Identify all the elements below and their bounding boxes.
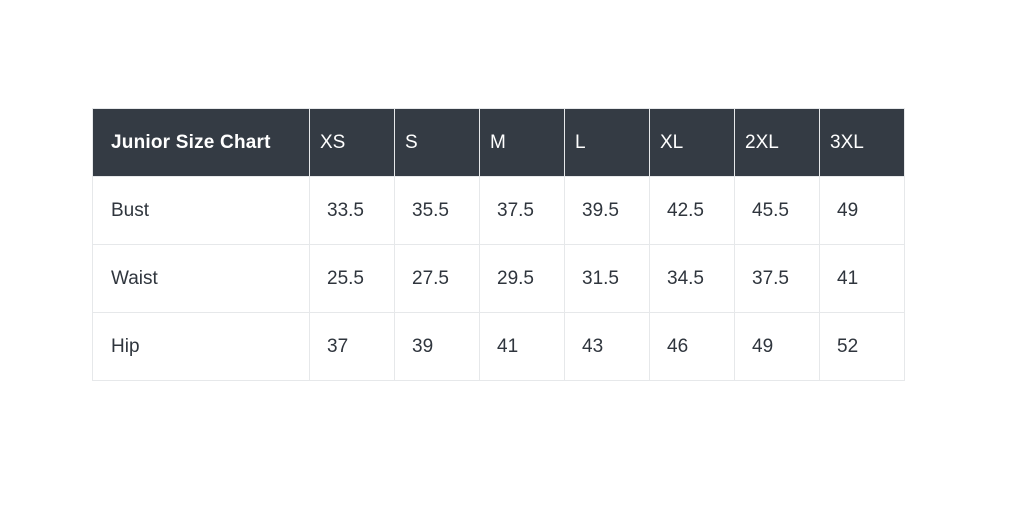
cell-waist-m: 29.5 bbox=[479, 244, 565, 313]
column-header-s: S bbox=[394, 108, 480, 177]
column-header-2xl: 2XL bbox=[734, 108, 820, 177]
column-header-m: M bbox=[479, 108, 565, 177]
cell-hip-2xl: 49 bbox=[734, 312, 820, 381]
table-row-waist: Waist 25.5 27.5 29.5 31.5 34.5 37.5 41 bbox=[92, 244, 905, 313]
cell-bust-xl: 42.5 bbox=[649, 176, 735, 245]
row-label-bust: Bust bbox=[92, 176, 310, 245]
table-row-bust: Bust 33.5 35.5 37.5 39.5 42.5 45.5 49 bbox=[92, 176, 905, 245]
header-row: Junior Size Chart XS S M L XL 2XL 3XL bbox=[92, 108, 905, 177]
cell-hip-l: 43 bbox=[564, 312, 650, 381]
cell-bust-m: 37.5 bbox=[479, 176, 565, 245]
cell-hip-s: 39 bbox=[394, 312, 480, 381]
row-label-hip: Hip bbox=[92, 312, 310, 381]
size-chart-title: Junior Size Chart bbox=[92, 108, 310, 177]
cell-waist-s: 27.5 bbox=[394, 244, 480, 313]
cell-hip-xl: 46 bbox=[649, 312, 735, 381]
cell-hip-3xl: 52 bbox=[819, 312, 905, 381]
cell-waist-xl: 34.5 bbox=[649, 244, 735, 313]
row-label-waist: Waist bbox=[92, 244, 310, 313]
size-chart-table: Junior Size Chart XS S M L XL 2XL 3XL Bu… bbox=[92, 108, 905, 381]
cell-hip-xs: 37 bbox=[309, 312, 395, 381]
cell-bust-xs: 33.5 bbox=[309, 176, 395, 245]
cell-bust-l: 39.5 bbox=[564, 176, 650, 245]
cell-bust-2xl: 45.5 bbox=[734, 176, 820, 245]
column-header-l: L bbox=[564, 108, 650, 177]
cell-waist-l: 31.5 bbox=[564, 244, 650, 313]
cell-bust-s: 35.5 bbox=[394, 176, 480, 245]
cell-hip-m: 41 bbox=[479, 312, 565, 381]
column-header-xs: XS bbox=[309, 108, 395, 177]
column-header-xl: XL bbox=[649, 108, 735, 177]
cell-waist-2xl: 37.5 bbox=[734, 244, 820, 313]
table-row-hip: Hip 37 39 41 43 46 49 52 bbox=[92, 312, 905, 381]
cell-waist-3xl: 41 bbox=[819, 244, 905, 313]
cell-waist-xs: 25.5 bbox=[309, 244, 395, 313]
cell-bust-3xl: 49 bbox=[819, 176, 905, 245]
column-header-3xl: 3XL bbox=[819, 108, 905, 177]
